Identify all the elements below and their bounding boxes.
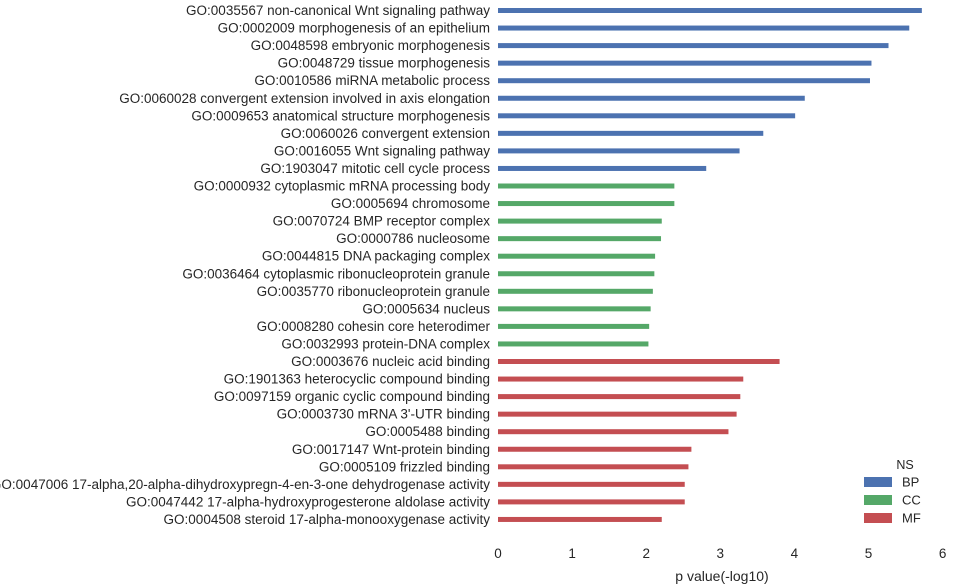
bar-mf xyxy=(498,394,741,400)
x-tick-label: 3 xyxy=(717,546,725,561)
x-tick-label: 4 xyxy=(791,546,799,561)
x-axis-ticks-group: 0 1 2 3 4 5 6 xyxy=(494,546,946,561)
bar-cc xyxy=(498,306,651,312)
category-label: GO:0010586 miRNA metabolic process xyxy=(254,73,490,88)
category-label: GO:1901363 heterocyclic compound binding xyxy=(224,372,490,387)
bar-bp xyxy=(498,165,707,171)
category-label: GO:0035567 non-canonical Wnt signaling p… xyxy=(186,3,490,18)
bar-bp xyxy=(498,113,796,119)
bar-mf xyxy=(498,446,692,452)
x-tick-label: 2 xyxy=(642,546,650,561)
bar-mf xyxy=(498,481,685,487)
legend-label-mf: MF xyxy=(902,511,921,526)
bar-bp xyxy=(498,43,889,49)
legend-label-bp: BP xyxy=(902,475,919,490)
category-label: GO:0005488 binding xyxy=(365,424,490,439)
legend-label-cc: CC xyxy=(902,493,921,508)
category-label: GO:0000786 nucleosome xyxy=(336,231,490,246)
category-label: GO:0047442 17-alpha-hydroxyprogesterone … xyxy=(126,494,490,509)
category-label: GO:0002009 morphogenesis of an epitheliu… xyxy=(218,21,490,36)
legend-swatch-bp xyxy=(864,477,892,487)
bar-cc xyxy=(498,253,656,259)
bar-mf xyxy=(498,411,737,417)
category-label: GO:0005694 chromosome xyxy=(331,196,490,211)
category-label: GO:0004508 steroid 17-alpha-monooxygenas… xyxy=(164,512,491,527)
bar-cc xyxy=(498,323,650,329)
category-label: GO:0003730 mRNA 3'-UTR binding xyxy=(277,407,490,422)
category-label: GO:0044815 DNA packaging complex xyxy=(262,249,490,264)
bar-cc xyxy=(498,218,662,224)
bar-cc xyxy=(498,341,649,347)
bar-mf xyxy=(498,516,662,522)
bar-bp xyxy=(498,78,870,84)
x-tick-label: 6 xyxy=(939,546,947,561)
category-label: GO:0097159 organic cyclic compound bindi… xyxy=(214,389,490,404)
bar-mf xyxy=(498,359,780,364)
x-tick-label: 5 xyxy=(865,546,873,561)
category-label: GO:0005109 frizzled binding xyxy=(319,459,490,474)
category-label: GO:0047006 17-alpha,20-alpha-dihydroxypr… xyxy=(0,477,490,492)
bar-mf xyxy=(498,429,729,435)
category-label: GO:0060026 convergent extension xyxy=(281,126,490,141)
bar-bp xyxy=(498,8,922,13)
category-label: GO:0035770 ribonucleoprotein granule xyxy=(257,284,490,299)
bar-bp xyxy=(498,130,764,136)
category-label: GO:0000932 cytoplasmic mRNA processing b… xyxy=(194,179,491,194)
bar-cc xyxy=(498,288,653,294)
bar-mf xyxy=(498,464,689,470)
x-tick-label: 1 xyxy=(568,546,576,561)
bars-group xyxy=(498,8,922,522)
category-label: GO:0032993 protein-DNA complex xyxy=(281,336,490,351)
category-label: GO:0036464 cytoplasmic ribonucleoprotein… xyxy=(182,266,490,281)
bar-bp xyxy=(498,25,910,31)
category-label: GO:0017147 Wnt-protein binding xyxy=(292,442,490,457)
x-tick-label: 0 xyxy=(494,546,502,561)
bar-bp xyxy=(498,148,740,154)
bar-mf xyxy=(498,376,744,382)
legend: NS BP CC MF xyxy=(864,458,921,526)
category-label: GO:0048598 embryonic morphogenesis xyxy=(251,38,491,53)
category-label: GO:0005634 nucleus xyxy=(362,301,490,316)
legend-swatch-mf xyxy=(864,513,892,523)
bar-cc xyxy=(498,201,675,207)
category-label: GO:0060028 convergent extension involved… xyxy=(119,91,490,106)
legend-title: NS xyxy=(896,458,913,472)
bar-cc xyxy=(498,271,655,277)
category-label: GO:1903047 mitotic cell cycle process xyxy=(260,161,490,176)
bar-cc xyxy=(498,183,675,189)
bar-mf xyxy=(498,499,685,505)
category-label: GO:0048729 tissue morphogenesis xyxy=(278,56,491,71)
bar-bp xyxy=(498,60,872,66)
x-axis-title: p value(-log10) xyxy=(675,568,768,584)
category-label: GO:0008280 cohesin core heterodimer xyxy=(257,319,491,334)
bar-cc xyxy=(498,236,662,242)
category-label: GO:0003676 nucleic acid binding xyxy=(291,354,490,369)
category-label: GO:0070724 BMP receptor complex xyxy=(273,214,491,229)
category-labels-group: GO:0035567 non-canonical Wnt signaling p… xyxy=(0,3,491,527)
category-label: GO:0016055 Wnt signaling pathway xyxy=(274,143,490,158)
category-label: GO:0009653 anatomical structure morphoge… xyxy=(191,108,490,123)
legend-swatch-cc xyxy=(864,495,892,505)
bar-bp xyxy=(498,95,805,101)
